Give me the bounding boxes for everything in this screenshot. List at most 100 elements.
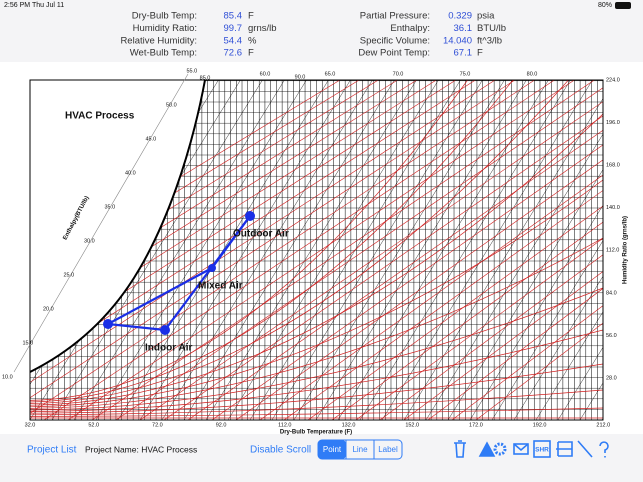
x-tick-label: 72.0 <box>152 422 163 428</box>
grid-line <box>403 80 603 420</box>
grid-line <box>451 80 603 420</box>
grid-line <box>259 80 603 420</box>
enthalpy-tick-label: 55.0 <box>187 68 198 74</box>
project-name: Project Name: HVAC Process <box>85 444 197 454</box>
x-tick-label: 152.0 <box>405 422 419 428</box>
x-axis-label: Dry-Bulb Temperature (F) <box>280 430 352 436</box>
state-point[interactable] <box>160 325 170 335</box>
top-scale-label: 80.0 <box>527 71 538 77</box>
x-tick-label: 212.0 <box>596 422 610 428</box>
grid-line <box>535 80 603 420</box>
grid-line <box>379 80 603 420</box>
grid-line <box>67 80 603 420</box>
help-icon[interactable] <box>599 441 609 458</box>
y-tick-label: 140.0 <box>606 205 620 211</box>
grid-line <box>30 237 603 409</box>
grid-line <box>30 113 603 406</box>
grid-line <box>91 80 603 420</box>
grid-line <box>30 80 533 420</box>
grid-line <box>249 80 511 420</box>
reading-label: Specific Volume: <box>360 35 430 46</box>
disable-scroll-button[interactable]: Disable Scroll <box>250 445 311 456</box>
grid-line <box>183 80 445 420</box>
grid-line <box>355 80 603 420</box>
reading-value: 54.4 <box>224 35 243 46</box>
grid-line <box>427 80 603 420</box>
enthalpy-tick-label: 15.0 <box>23 340 34 346</box>
reading-unit: BTU/lb <box>477 23 506 34</box>
shr-icon[interactable] <box>533 440 551 458</box>
grid-line <box>73 80 335 420</box>
battery-icon <box>615 2 631 9</box>
reading-value: 85.4 <box>224 11 243 22</box>
reading-unit: % <box>248 35 257 46</box>
reading-value: 36.1 <box>454 23 473 34</box>
grid-line <box>381 80 603 420</box>
top-scale-label: 75.0 <box>460 71 471 77</box>
reading-label: Wet-Bulb Temp: <box>130 48 197 59</box>
grid-line <box>43 80 603 420</box>
grid-line <box>30 80 603 404</box>
x-tick-label: 112.0 <box>278 422 291 428</box>
mode-button[interactable]: Line <box>352 445 368 454</box>
shr-label: SHR <box>535 447 549 454</box>
grid-line <box>30 80 603 401</box>
grid-line <box>447 80 603 420</box>
mail-icon[interactable] <box>513 443 529 455</box>
grid-line <box>331 80 603 420</box>
y-tick-label: 112.0 <box>606 248 619 254</box>
grid-line <box>139 80 401 420</box>
point-label: Indoor Air <box>145 343 193 354</box>
state-point[interactable] <box>103 319 113 329</box>
grid-line <box>30 80 437 420</box>
grid-line <box>557 80 603 420</box>
x-tick-label: 32.0 <box>25 422 36 428</box>
grid-line <box>51 80 313 420</box>
state-point[interactable] <box>208 264 216 272</box>
reading-value: 67.1 <box>454 48 473 59</box>
enthalpy-tick-label: 45.0 <box>146 136 157 142</box>
grid-line <box>403 80 603 420</box>
line-icon[interactable] <box>577 440 593 458</box>
reading-label: Dew Point Temp: <box>358 48 430 59</box>
enthalpy-scale <box>13 73 189 373</box>
enthalpy-tick-label: 40.0 <box>125 170 136 176</box>
grid-line <box>30 363 603 414</box>
state-point[interactable] <box>245 211 255 221</box>
reading-unit: psia <box>477 11 495 22</box>
reading-label: Relative Humidity: <box>120 35 197 46</box>
grid-line <box>307 80 603 420</box>
grid-line <box>117 80 379 420</box>
reading-value: 14.040 <box>443 35 472 46</box>
grid-line <box>205 80 467 420</box>
grid-icon[interactable] <box>556 441 573 457</box>
grid-line <box>359 80 603 420</box>
grid-line <box>115 80 603 420</box>
mode-button[interactable]: Point <box>323 445 342 454</box>
grid-line <box>30 287 603 411</box>
grid-line <box>30 329 603 412</box>
grid-line <box>187 80 603 420</box>
x-tick-label: 192.0 <box>533 422 547 428</box>
top-scale-label: 70.0 <box>393 71 404 77</box>
process-points <box>103 211 255 335</box>
top-scale-label: 90.0 <box>295 74 306 80</box>
reading-unit: grns/lb <box>248 23 277 34</box>
mode-button[interactable]: Label <box>378 445 398 454</box>
saturation-curve <box>29 79 206 373</box>
x-tick-label: 132.0 <box>342 422 356 428</box>
delete-icon[interactable] <box>454 440 466 458</box>
enthalpy-tick-label: 20.0 <box>43 306 54 312</box>
status-time: 2:56 PM <box>4 2 30 9</box>
top-scale-label: 85.0 <box>200 75 211 81</box>
grid-line <box>227 80 489 420</box>
reading-value: 72.6 <box>224 48 243 59</box>
y-tick-label: 168.0 <box>606 162 620 168</box>
grid-line <box>315 80 577 420</box>
status-date: Thu Jul 11 <box>32 2 64 9</box>
project-list-button[interactable]: Project List <box>27 445 77 456</box>
settings-icon[interactable] <box>493 442 507 456</box>
warning-icon[interactable] <box>478 441 496 457</box>
grid-line <box>30 80 603 403</box>
